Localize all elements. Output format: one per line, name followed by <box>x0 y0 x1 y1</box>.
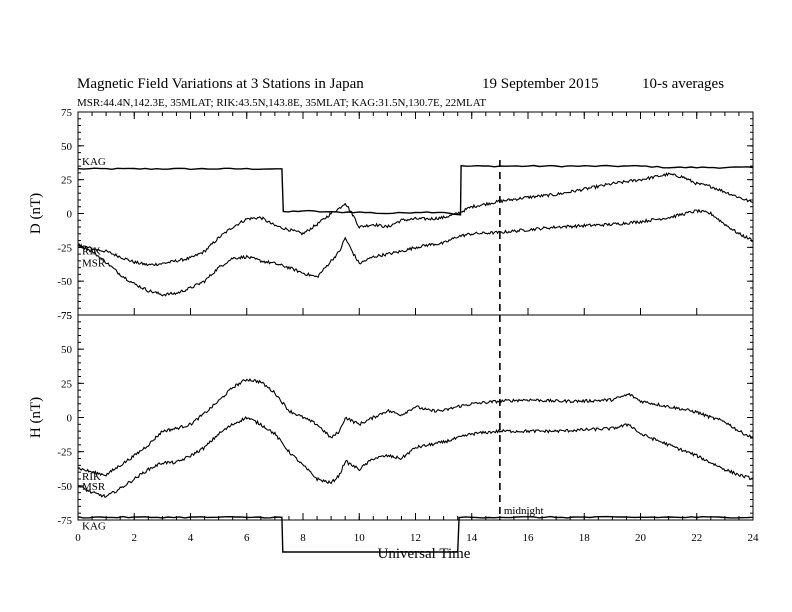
x-tick-label: 20 <box>635 532 647 544</box>
series-label-kag: KAG <box>82 520 106 532</box>
x-tick-label: 12 <box>410 532 421 544</box>
x-tick-label: 8 <box>300 532 306 544</box>
panel-d-frame <box>77 111 754 316</box>
series-d-rik <box>77 172 754 267</box>
chart-date: 19 September 2015 <box>482 76 599 92</box>
y-axis-label: H (nT) <box>28 397 44 438</box>
x-axis-label: Universal Time <box>378 546 471 562</box>
y-tick-label: 25 <box>61 378 73 390</box>
x-tick-label: 24 <box>748 532 760 544</box>
series-h-rik <box>77 378 754 477</box>
y-tick-label: 75 <box>61 310 73 322</box>
y-axis-label: D (nT) <box>28 193 44 234</box>
series-label-rik: RIK <box>82 246 101 258</box>
series-label-msr: MSR <box>82 481 106 493</box>
x-tick-label: 14 <box>466 532 478 544</box>
x-tick-label: 4 <box>188 532 194 544</box>
chart-averaging: 10-s averages <box>642 76 724 92</box>
series-h-msr <box>77 415 754 499</box>
y-tick-label: 0 <box>67 413 73 425</box>
y-tick-label: 75 <box>61 107 73 119</box>
panel-h-frame <box>77 314 754 521</box>
y-tick-label: 0 <box>67 209 73 221</box>
x-tick-label: 18 <box>579 532 591 544</box>
x-tick-label: 2 <box>132 532 138 544</box>
x-tick-label: 16 <box>523 532 535 544</box>
series-d-kag <box>77 164 754 216</box>
y-tick-label: -50 <box>57 481 72 493</box>
y-tick-label: -25 <box>57 447 72 459</box>
series-label-rik: RIK <box>82 471 101 483</box>
chart-title: Magnetic Field Variations at 3 Stations … <box>77 76 364 92</box>
midnight-label: midnight <box>504 505 544 517</box>
y-tick-label: 50 <box>61 141 73 153</box>
y-tick-label: 25 <box>61 175 73 187</box>
x-tick-label: 6 <box>244 532 250 544</box>
series-d-msr <box>77 208 754 297</box>
chart-subtitle: MSR:44.4N,142.3E, 35MLAT; RIK:43.5N,143.… <box>77 97 486 109</box>
y-tick-label: -25 <box>57 242 72 254</box>
x-tick-label: 22 <box>691 532 702 544</box>
series-label-kag: KAG <box>82 156 106 168</box>
series-label-msr: MSR <box>82 258 106 270</box>
y-tick-label: 50 <box>61 344 73 356</box>
x-tick-label: 0 <box>75 532 81 544</box>
x-tick-label: 10 <box>354 532 366 544</box>
y-tick-label: -75 <box>57 515 72 527</box>
y-tick-label: -50 <box>57 276 72 288</box>
series-h-kag <box>77 515 754 553</box>
y-tick-label: -75 <box>57 310 72 322</box>
